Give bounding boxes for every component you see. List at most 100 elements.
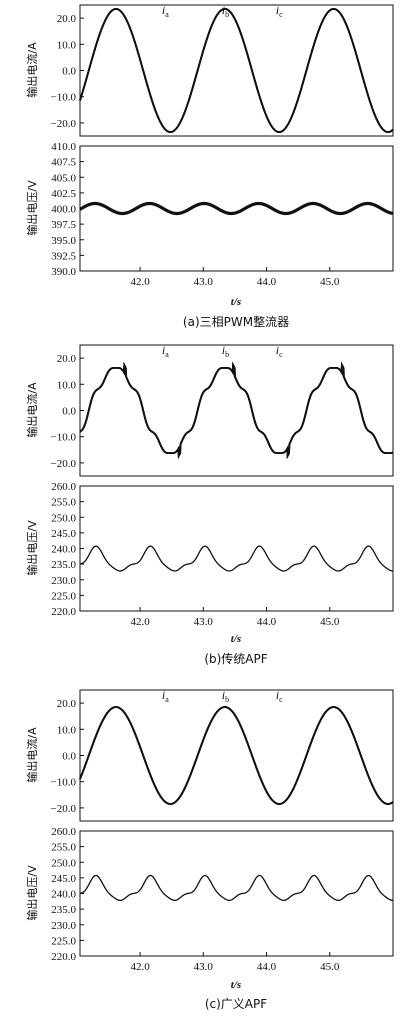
- ytick-label: −20.0: [51, 803, 77, 815]
- ytick-label: 405.0: [51, 172, 76, 184]
- ytick-label: 0.0: [62, 66, 76, 78]
- ylabel-current-b: 输出电流/A: [25, 382, 39, 438]
- ylabel-current-a: 输出电流/A: [25, 42, 39, 98]
- ytick-label: 0.0: [62, 406, 76, 418]
- ytick-label: 240.0: [51, 889, 76, 901]
- ytick-label: 230.0: [51, 920, 76, 932]
- ylabel-current-c: 输出电流/A: [25, 727, 39, 783]
- ytick-label: 255.0: [51, 497, 76, 509]
- ytick-label: 410.0: [51, 141, 76, 153]
- ytick-label: 407.5: [51, 157, 76, 169]
- series-line-ic: [79, 361, 394, 460]
- ytick-label: 20.0: [57, 13, 77, 25]
- ytick-label: −20.0: [51, 458, 77, 470]
- series-label-ic: ic: [276, 688, 283, 704]
- xticks-c: 42.0 43.0 44.0 45.0: [130, 952, 340, 973]
- xticks-a: 42.0 43.0 44.0 45.0: [130, 267, 340, 288]
- ytick-label: 390.0: [51, 266, 76, 278]
- xtick-label: 42.0: [130, 616, 150, 628]
- series-line-voltage: [79, 545, 393, 572]
- xlabel-c: t/s: [231, 979, 241, 991]
- xtick-label: 45.0: [320, 616, 340, 628]
- plot-frame-c-voltage: [79, 830, 394, 957]
- voltage-plot-c: 260.0 255.0 250.0 245.0 240.0 235.0 230.0 225.0…: [51, 826, 394, 963]
- ytick-label: 20.0: [57, 353, 77, 365]
- caption-c: (c)广义APF: [205, 997, 267, 1011]
- ytick-label: 225.0: [51, 590, 76, 602]
- ytick-label: −10.0: [51, 777, 77, 789]
- xlabel-a: t/s: [231, 296, 241, 308]
- series-label-ia: ia: [162, 343, 169, 359]
- xtick-label: 45.0: [320, 961, 340, 973]
- series-line-voltage: [79, 874, 394, 902]
- ytick-label: 10.0: [57, 39, 77, 51]
- series-label-ia: ia: [162, 3, 169, 19]
- ytick-label: 0.0: [62, 751, 76, 763]
- ytick-label: 20.0: [57, 698, 77, 710]
- caption-b: (b)传统APF: [204, 651, 267, 666]
- current-plot-b: 20.0 10.0 0.0 −10.0 −20.0 ia ib ic: [51, 343, 394, 470]
- series-label-ic: ic: [276, 3, 283, 19]
- series-line-ib: [79, 8, 394, 133]
- panel-c: 20.0 10.0 0.0 −10.0 −20.0 ia ib ic 260.0 255.0 25…: [25, 688, 394, 1011]
- ytick-label: 395.0: [51, 235, 76, 247]
- series-label-ib: ib: [222, 688, 229, 704]
- ytick-label: 230.0: [51, 575, 76, 587]
- ytick-label: 402.5: [51, 188, 76, 200]
- ytick-label: −20.0: [51, 118, 77, 130]
- series-label-ic: ic: [276, 343, 283, 359]
- series-label-ib: ib: [222, 3, 229, 19]
- xtick-label: 45.0: [320, 276, 340, 288]
- ytick-label: 397.5: [51, 219, 76, 231]
- series-label-ib: ib: [222, 343, 229, 359]
- ytick-label: 245.0: [51, 873, 76, 885]
- ytick-label: 10.0: [57, 724, 77, 736]
- plot-frame-a-voltage: [79, 145, 394, 272]
- xticks-b: 42.0 43.0 44.0 45.0: [130, 607, 340, 628]
- voltage-plot-a: 410.0 407.5 405.0 402.5 400.0 397.5 395.0 392.5…: [51, 141, 394, 278]
- panel-a: 20.0 10.0 0.0 −10.0 −20.0 ia ib ic 410.0 407.5 40…: [25, 3, 394, 329]
- xtick-label: 42.0: [130, 276, 150, 288]
- xtick-label: 43.0: [194, 276, 214, 288]
- ytick-label: 240.0: [51, 544, 76, 556]
- series-line-ia: [79, 706, 394, 805]
- ytick-label: 10.0: [57, 379, 77, 391]
- ytick-label: 220.0: [51, 606, 76, 618]
- ytick-label: 235.0: [51, 559, 76, 571]
- current-plot-c: 20.0 10.0 0.0 −10.0 −20.0 ia ib ic: [51, 688, 394, 815]
- xtick-label: 43.0: [194, 616, 214, 628]
- series-line-ia: [79, 8, 394, 133]
- plot-frame-b-current: [79, 344, 394, 477]
- ytick-label: 255.0: [51, 842, 76, 854]
- ylabel-voltage-c: 输出电压/V: [25, 865, 39, 921]
- series-line-voltage: [79, 201, 394, 216]
- xlabel-b: t/s: [231, 633, 241, 645]
- series-line-ic: [79, 8, 394, 133]
- ytick-label: 225.0: [51, 935, 76, 947]
- plot-frame-c-current: [79, 689, 394, 822]
- xtick-label: 44.0: [257, 961, 277, 973]
- ytick-label: 260.0: [51, 481, 76, 493]
- ytick-label: 260.0: [51, 826, 76, 838]
- current-plot-a: 20.0 10.0 0.0 −10.0 −20.0 ia ib ic: [51, 3, 394, 133]
- ytick-label: −10.0: [51, 432, 77, 444]
- xtick-label: 42.0: [130, 961, 150, 973]
- caption-a: (a)三相PWM整流器: [183, 314, 289, 329]
- ytick-label: 400.0: [51, 204, 76, 216]
- ytick-label: −10.0: [51, 92, 77, 104]
- ylabel-voltage-a: 输出电压/V: [25, 180, 39, 236]
- plot-frame-b-voltage: [79, 485, 394, 612]
- ytick-label: 245.0: [51, 528, 76, 540]
- ytick-label: 220.0: [51, 951, 76, 963]
- ylabel-voltage-b: 输出电压/V: [25, 520, 39, 576]
- xtick-label: 44.0: [257, 276, 277, 288]
- ytick-label: 235.0: [51, 904, 76, 916]
- series-label-ia: ia: [162, 688, 169, 704]
- series-line-ib: [79, 706, 394, 805]
- voltage-plot-b: 260.0 255.0 250.0 245.0 240.0 235.0 230.0 225.0…: [51, 481, 393, 618]
- ytick-label: 250.0: [51, 857, 76, 869]
- xtick-label: 43.0: [194, 961, 214, 973]
- series-line-ic: [79, 706, 394, 805]
- ytick-label: 250.0: [51, 512, 76, 524]
